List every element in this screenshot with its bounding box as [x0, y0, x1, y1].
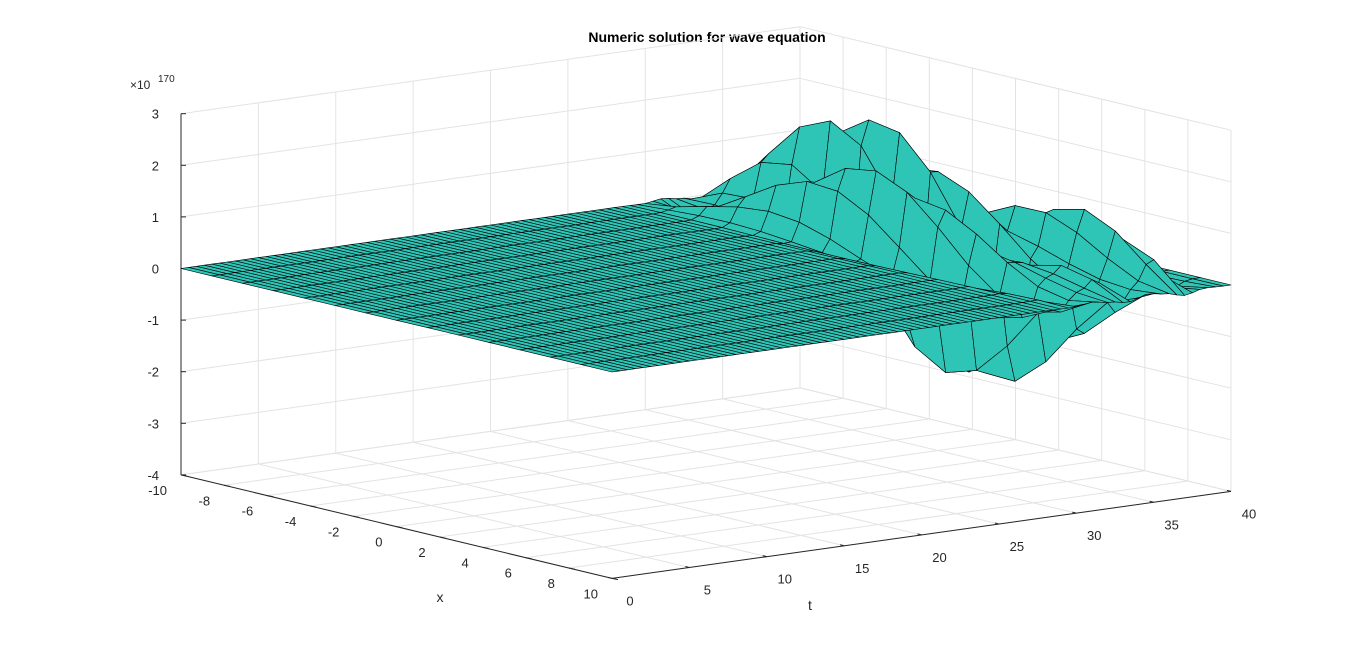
z-tick-label: 3	[152, 107, 159, 122]
t-tick-mark	[1226, 489, 1232, 492]
z-tick-label: 2	[152, 158, 159, 173]
x-tick-mark	[180, 474, 188, 477]
x-tick-mark	[611, 577, 619, 581]
x-tick-label: 8	[548, 576, 555, 591]
x-tick-mark	[439, 536, 446, 539]
x-tick-label: 4	[461, 555, 468, 570]
surface-patch	[580, 363, 621, 373]
x-tick-mark	[525, 557, 532, 560]
chart-title: Numeric solution for wave equation	[588, 29, 825, 45]
t-tick-label: 0	[626, 593, 633, 608]
t-tick-label: 20	[932, 550, 946, 565]
grid-line-x	[482, 459, 1102, 548]
t-tick-label: 25	[1010, 539, 1024, 554]
grid-line-x	[568, 480, 1188, 569]
x-tick-label: 10	[584, 586, 598, 601]
grid-line-x	[525, 470, 1145, 559]
z-exponent-power: 170	[158, 74, 175, 85]
t-tick-label: 35	[1164, 517, 1178, 532]
grid-line-x	[180, 387, 801, 476]
t-axis-label: t	[808, 597, 812, 613]
t-tick-mark	[607, 576, 613, 579]
z-tick-label: -2	[147, 365, 159, 380]
t-tick-mark	[840, 544, 845, 547]
x-tick-label: -2	[328, 524, 340, 539]
grid-line-x	[396, 439, 1016, 528]
grid-line-x	[224, 397, 844, 486]
surface-mesh	[180, 119, 1232, 382]
z-tick-label: 1	[152, 210, 159, 225]
t-tick-label: 5	[704, 583, 711, 598]
z-tick-label: -1	[147, 313, 159, 328]
t-tick-label: 15	[855, 561, 869, 576]
x-tick-label: -6	[242, 504, 254, 519]
z-exponent-label: ×10 170	[130, 74, 175, 92]
grid-line-x	[267, 408, 887, 497]
z-tick-label: 0	[152, 262, 159, 277]
x-tick-mark	[310, 505, 317, 508]
x-tick-label: 0	[375, 535, 382, 550]
x-tick-label: 6	[505, 566, 512, 581]
t-tick-mark	[994, 522, 999, 525]
x-tick-label: -8	[199, 493, 211, 508]
t-tick-mark	[685, 566, 690, 569]
t-tick-mark	[1072, 511, 1077, 514]
grid-line-x	[439, 449, 1059, 538]
x-tick-mark	[353, 515, 360, 518]
t-tick-label: 40	[1242, 506, 1256, 521]
z-tick-label: -4	[147, 468, 159, 483]
t-tick-label: 10	[778, 572, 792, 587]
x-tick-label: -4	[285, 514, 297, 529]
t-tick-label: 30	[1087, 528, 1101, 543]
x-tick-mark	[224, 484, 231, 487]
x-tick-mark	[482, 546, 489, 550]
x-tick-label: 2	[418, 545, 425, 560]
t-tick-mark	[1149, 500, 1154, 503]
x-tick-mark	[267, 495, 274, 498]
t-tick-mark	[917, 533, 922, 536]
axes	[180, 113, 1232, 581]
x-tick-mark	[396, 526, 403, 529]
x-tick-mark	[568, 567, 575, 570]
grid-line-x	[353, 428, 973, 517]
x-tick-label: -10	[148, 483, 167, 498]
t-tick-mark	[762, 555, 767, 558]
x-axis-label: x	[437, 589, 444, 605]
z-exponent-base: ×10	[130, 78, 151, 92]
z-tick-label: -3	[147, 416, 159, 431]
grid-line-x	[310, 418, 930, 507]
